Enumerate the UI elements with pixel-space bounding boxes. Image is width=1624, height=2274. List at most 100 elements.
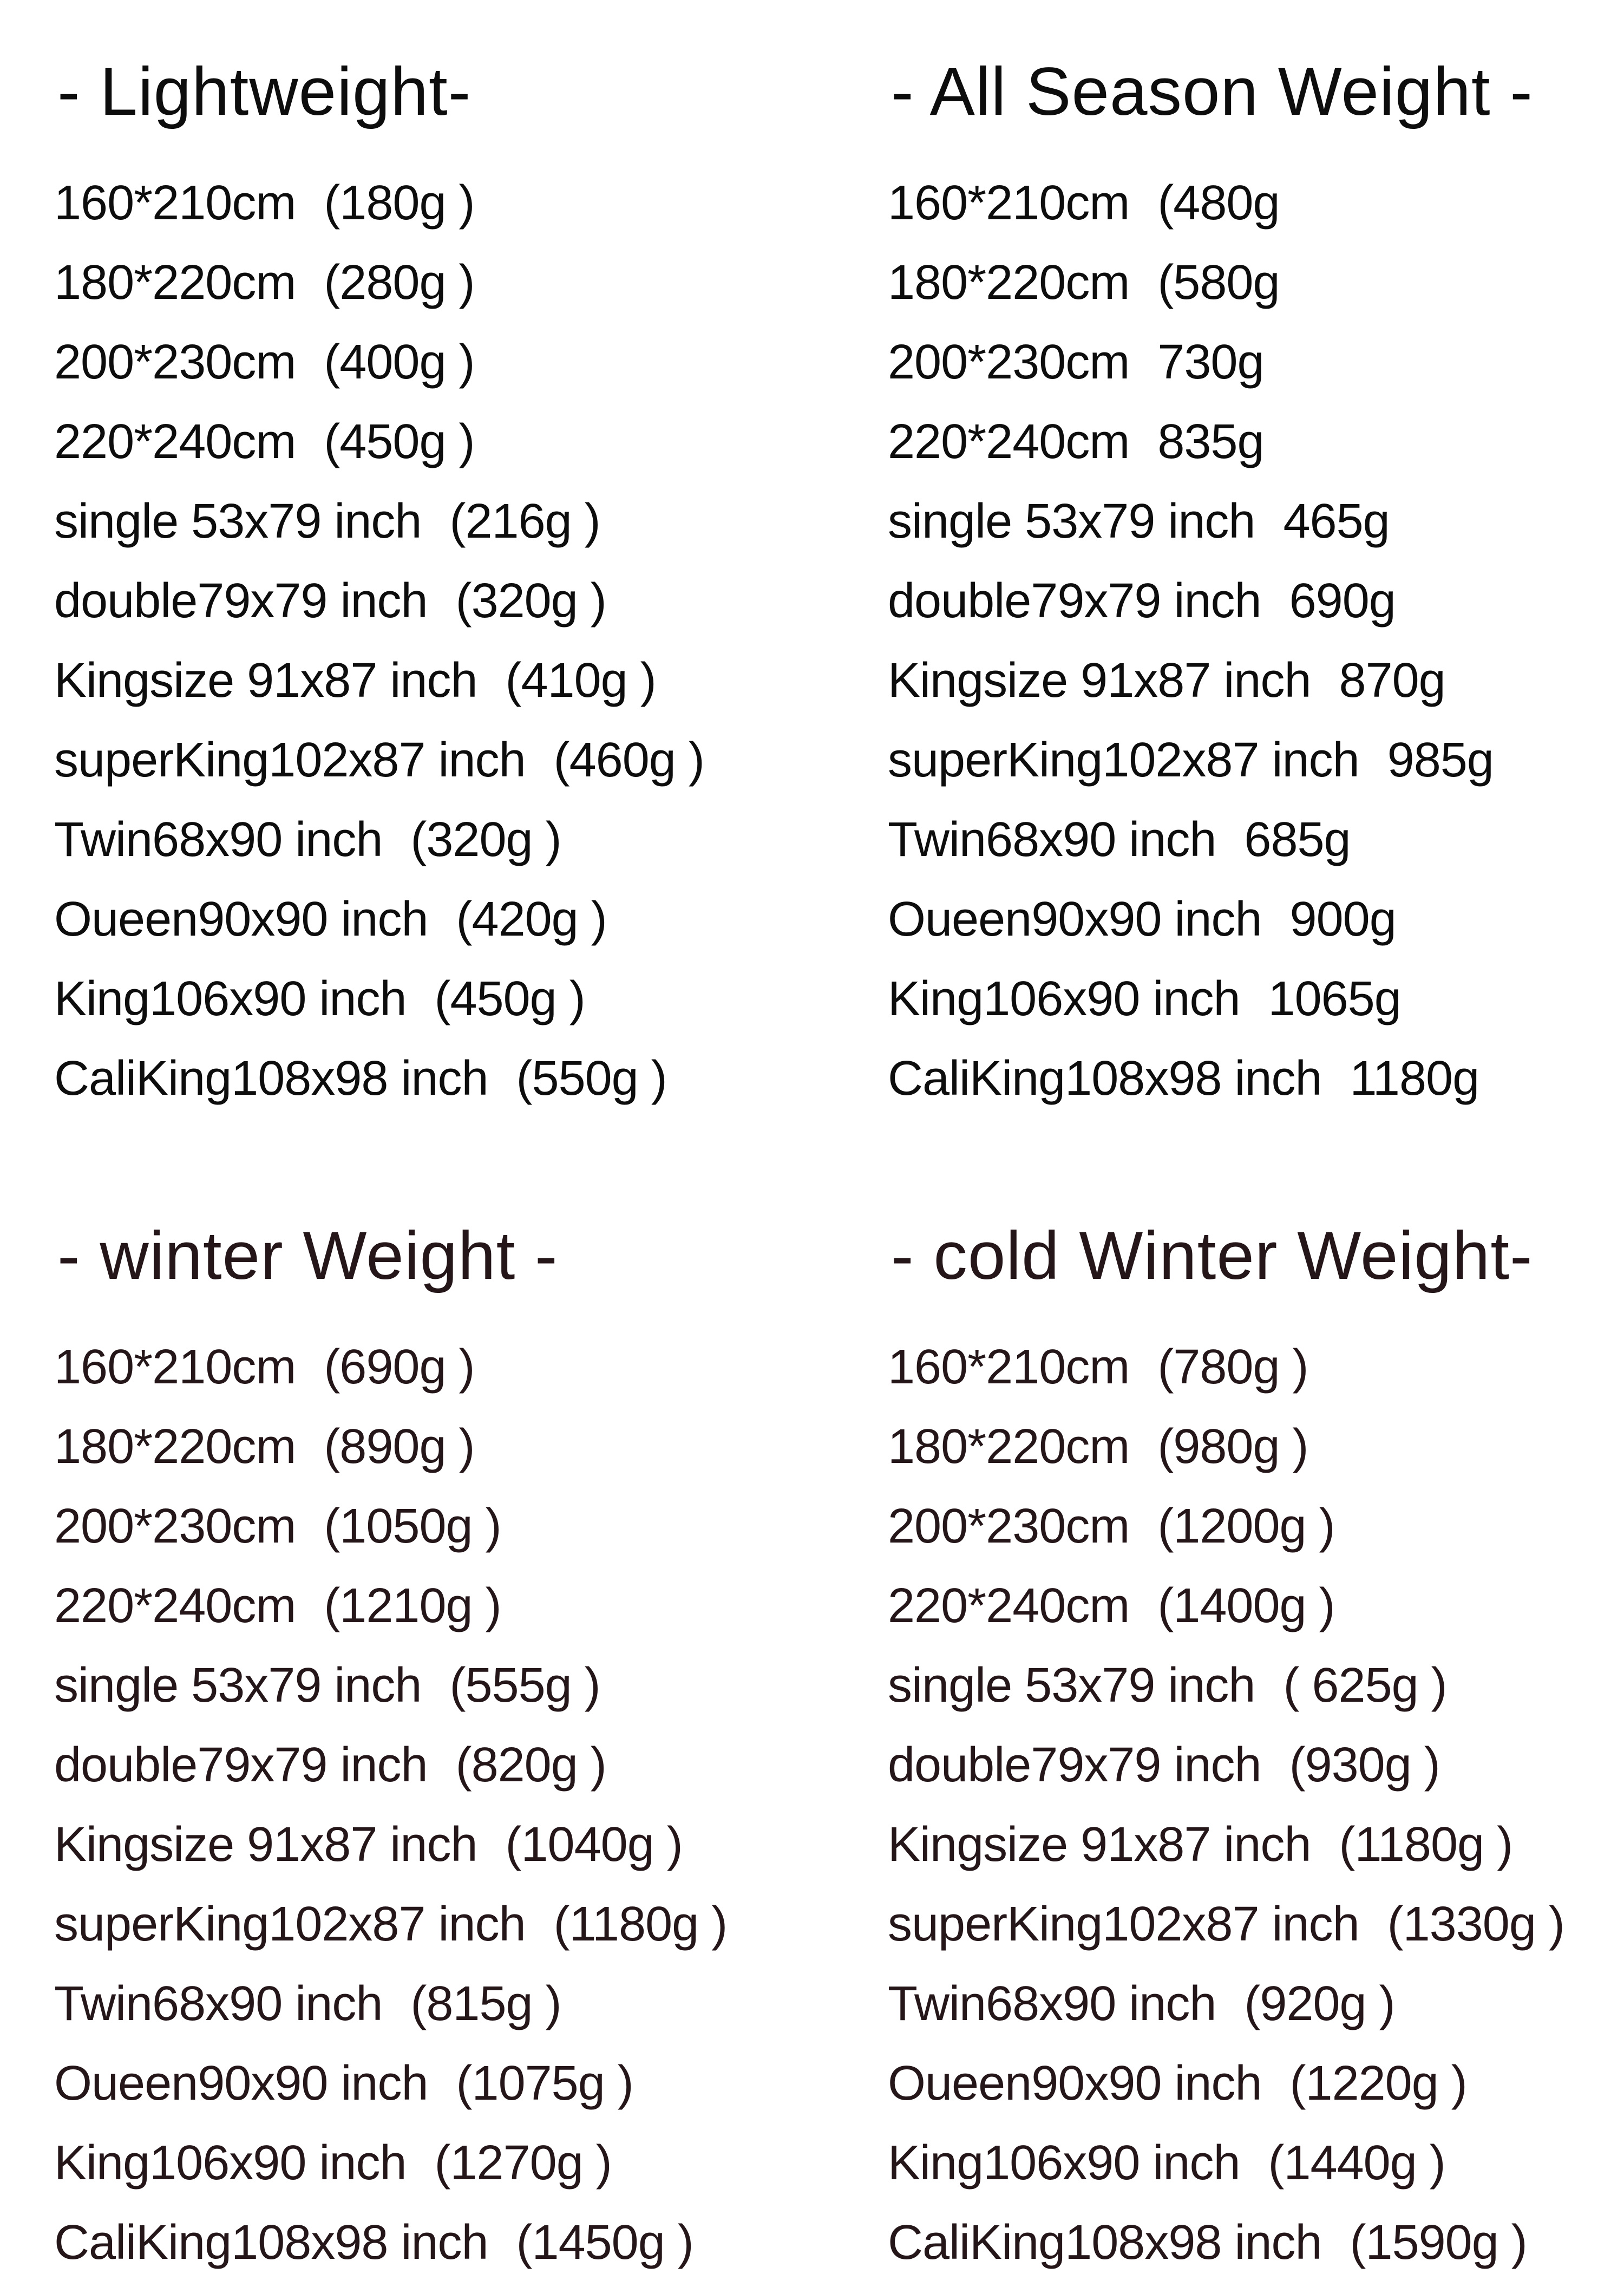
weight-label: ( 625g ) xyxy=(1283,1658,1447,1713)
size-weight-row: single 53x79 inch (216g ) xyxy=(54,482,790,561)
size-label: double79x79 inch xyxy=(888,1738,1262,1792)
weight-label: (1200g ) xyxy=(1157,1499,1335,1553)
weight-label: (1210g ) xyxy=(324,1579,501,1633)
size-weight-row: 200*230cm 730g xyxy=(888,323,1602,402)
size-label: 200*230cm xyxy=(888,335,1130,389)
size-weight-list-winter-weight: 160*210cm (690g ) 180*220cm (890g ) 200*230c… xyxy=(54,1328,790,2274)
size-label: 220*240cm xyxy=(888,415,1130,469)
size-label: King106x90 inch xyxy=(54,2136,407,2190)
size-label: 180*220cm xyxy=(54,1420,296,1474)
size-label: single 53x79 inch xyxy=(888,494,1255,548)
section-cold-winter-weight: - cold Winter Weight- 160*210cm (780g ) 18… xyxy=(812,1137,1624,2274)
size-label: double79x79 inch xyxy=(888,574,1262,628)
size-weight-row: double79x79 inch (930g ) xyxy=(888,1726,1602,1805)
size-label: Twin68x90 inch xyxy=(54,813,383,867)
size-weight-row: 160*210cm (180g ) xyxy=(54,164,790,243)
size-weight-row: 160*210cm (480g xyxy=(888,164,1602,243)
size-weight-row: superKing102x87 inch 985g xyxy=(888,721,1602,800)
size-weight-row: 180*220cm (280g ) xyxy=(54,243,790,323)
size-weight-row: King106x90 inch (450g ) xyxy=(54,959,790,1039)
size-label: double79x79 inch xyxy=(54,1738,428,1792)
size-label: Twin68x90 inch xyxy=(888,813,1216,867)
size-weight-row: Kingsize 91x87 inch (410g ) xyxy=(54,641,790,721)
weight-label: (450g ) xyxy=(434,972,586,1026)
size-label: Kingsize 91x87 inch xyxy=(54,1818,478,1872)
size-weight-row: King106x90 inch (1440g ) xyxy=(888,2123,1602,2203)
weight-label: (1450g ) xyxy=(516,2216,694,2270)
section-lightweight: - Lightweight- 160*210cm (180g ) 180*220cm… xyxy=(0,0,812,1137)
size-label: superKing102x87 inch xyxy=(54,1897,526,1951)
weight-label: 900g xyxy=(1289,892,1397,946)
size-weight-row: single 53x79 inch (555g ) xyxy=(54,1646,790,1726)
size-weight-row: King106x90 inch 1065g xyxy=(888,959,1602,1039)
size-label: 200*230cm xyxy=(54,335,296,389)
weight-label: (815g ) xyxy=(410,1977,561,2031)
weight-label: 465g xyxy=(1283,494,1390,548)
size-label: CaliKing108x98 inch xyxy=(54,1051,489,1106)
size-weight-row: King106x90 inch (1270g ) xyxy=(54,2123,790,2203)
size-weight-row: single 53x79 inch 465g xyxy=(888,482,1602,561)
weight-label: (690g ) xyxy=(324,1340,475,1394)
weight-label: (280g ) xyxy=(324,256,475,310)
size-label: 200*230cm xyxy=(54,1499,296,1553)
weight-label: (1590g ) xyxy=(1350,2216,1528,2270)
size-weight-row: Kingsize 91x87 inch (1040g ) xyxy=(54,1805,790,1885)
section-all-season-weight: - All Season Weight - 160*210cm (480g 180*… xyxy=(812,0,1624,1137)
size-label: single 53x79 inch xyxy=(888,1658,1255,1713)
size-label: 180*220cm xyxy=(888,256,1130,310)
size-label: 220*240cm xyxy=(54,1579,296,1633)
weight-label: (1050g ) xyxy=(324,1499,501,1553)
weight-label: (420g ) xyxy=(456,892,607,946)
size-weight-row: CaliKing108x98 inch (1450g ) xyxy=(54,2203,790,2274)
size-label: Twin68x90 inch xyxy=(54,1977,383,2031)
size-weight-row: Oueen90x90 inch (420g ) xyxy=(54,880,790,959)
weight-label: (890g ) xyxy=(324,1420,475,1474)
size-label: Twin68x90 inch xyxy=(888,1977,1216,2031)
size-label: single 53x79 inch xyxy=(54,494,422,548)
size-label: superKing102x87 inch xyxy=(888,733,1360,787)
size-weight-list-lightweight: 160*210cm (180g ) 180*220cm (280g ) 200*230c… xyxy=(54,164,790,1119)
size-weight-row: 200*230cm (1050g ) xyxy=(54,1487,790,1566)
size-label: superKing102x87 inch xyxy=(54,733,526,787)
size-label: superKing102x87 inch xyxy=(888,1897,1360,1951)
section-title-all-season-weight: - All Season Weight - xyxy=(891,54,1533,129)
size-weight-row: 180*220cm (980g ) xyxy=(888,1407,1602,1487)
weight-label: 690g xyxy=(1289,574,1396,628)
size-label: King106x90 inch xyxy=(54,972,407,1026)
size-label: 200*230cm xyxy=(888,1499,1130,1553)
size-weight-row: Twin68x90 inch 685g xyxy=(888,800,1602,880)
size-label: double79x79 inch xyxy=(54,574,428,628)
size-label: Oueen90x90 inch xyxy=(888,2056,1262,2110)
size-weight-row: Oueen90x90 inch 900g xyxy=(888,880,1602,959)
size-label: 180*220cm xyxy=(888,1420,1130,1474)
size-weight-row: Kingsize 91x87 inch (1180g ) xyxy=(888,1805,1602,1885)
size-weight-row: Oueen90x90 inch (1220g ) xyxy=(888,2044,1602,2123)
size-weight-row: CaliKing108x98 inch (550g ) xyxy=(54,1039,790,1119)
size-weight-row: Twin68x90 inch (815g ) xyxy=(54,1964,790,2044)
weight-label: 1180g xyxy=(1350,1051,1480,1106)
size-weight-list-all-season-weight: 160*210cm (480g 180*220cm (580g 200*230cm 730… xyxy=(888,164,1602,1119)
size-weight-row: single 53x79 inch ( 625g ) xyxy=(888,1646,1602,1726)
weight-label: (1440g ) xyxy=(1268,2136,1446,2190)
weight-label: (1400g ) xyxy=(1157,1579,1335,1633)
size-label: King106x90 inch xyxy=(888,2136,1241,2190)
size-weight-row: Twin68x90 inch (920g ) xyxy=(888,1964,1602,2044)
size-weight-row: double79x79 inch 690g xyxy=(888,561,1602,641)
weight-label: (930g ) xyxy=(1289,1738,1440,1792)
size-label: 160*210cm xyxy=(54,176,296,230)
weight-label: (480g xyxy=(1157,176,1280,230)
weight-label: (450g ) xyxy=(324,415,475,469)
size-label: 220*240cm xyxy=(54,415,296,469)
weight-label: 870g xyxy=(1339,654,1446,708)
size-weight-row: 220*240cm (450g ) xyxy=(54,402,790,482)
size-weight-row: 200*230cm (1200g ) xyxy=(888,1487,1602,1566)
size-label: King106x90 inch xyxy=(888,972,1241,1026)
weight-label: (1180g ) xyxy=(1339,1818,1514,1872)
size-weight-row: 180*220cm (890g ) xyxy=(54,1407,790,1487)
weight-label: (980g ) xyxy=(1157,1420,1308,1474)
size-label: CaliKing108x98 inch xyxy=(888,1051,1322,1106)
size-label: Oueen90x90 inch xyxy=(888,892,1262,946)
size-weight-row: Twin68x90 inch (320g ) xyxy=(54,800,790,880)
